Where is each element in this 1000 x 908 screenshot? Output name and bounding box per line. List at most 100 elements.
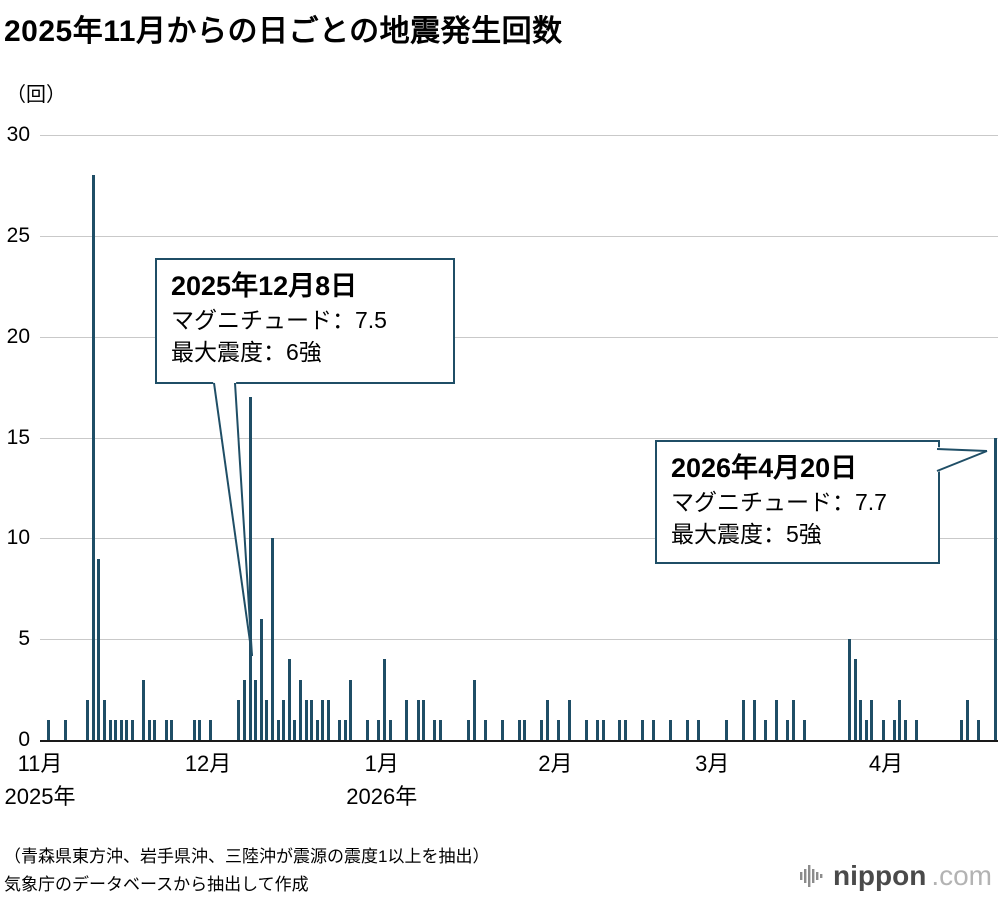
bar: [293, 719, 297, 740]
bar: [91, 175, 95, 740]
bar: [523, 719, 527, 740]
nippon-logo-text: nippon: [833, 860, 927, 891]
bar: [965, 699, 969, 740]
bar: [153, 719, 157, 740]
bar: [299, 679, 302, 740]
bar: [651, 719, 655, 740]
bar: [439, 719, 443, 740]
bar: [752, 699, 756, 740]
y-axis-labels: 0 5 10 15 20 25 30: [0, 123, 34, 751]
bar: [601, 719, 605, 740]
bar: [63, 719, 67, 740]
bar: [315, 719, 319, 740]
bar: [170, 719, 174, 740]
bar: [97, 558, 101, 740]
bar: [696, 719, 700, 740]
bar: [327, 699, 331, 740]
bar: [254, 679, 258, 740]
gridline: [40, 336, 998, 338]
bar: [102, 699, 106, 740]
chart-title: 2025年11月からの日ごとの地震発生回数: [4, 15, 563, 48]
bar: [248, 397, 252, 740]
bar: [993, 437, 997, 740]
bar: [545, 699, 549, 740]
bar: [304, 699, 308, 740]
bar: [338, 719, 342, 740]
bar: [472, 679, 476, 740]
bar: [584, 719, 588, 740]
bar: [125, 719, 129, 740]
y-tick-label: 0: [18, 728, 30, 751]
bar: [416, 699, 420, 740]
x-axis-labels: 11月 2025年 12月 1月 2026年 2月 3月 4月: [5, 742, 998, 812]
bar: [904, 719, 908, 740]
bar: [500, 719, 504, 740]
bar: [467, 719, 471, 740]
bar: [915, 719, 919, 740]
bar: [388, 719, 392, 740]
bar: [270, 538, 274, 740]
bar: [422, 699, 426, 740]
callout-magnitude: マグニチュード：7.5: [171, 307, 387, 333]
y-tick-label: 30: [6, 123, 30, 146]
bar: [282, 699, 286, 740]
bar: [786, 719, 790, 740]
callout-dec8: 2025年12月8日 マグニチュード：7.5 最大震度：6強: [155, 258, 455, 384]
bar: [321, 699, 325, 740]
x-year-label: 2025年: [4, 784, 76, 809]
y-axis-unit-label: （回）: [6, 84, 66, 106]
callout-date: 2026年4月20日: [671, 453, 858, 483]
bar: [265, 699, 269, 740]
footnote-source-area: （青森県東方沖、岩手県沖、三陸沖が震源の震度1以上を抽出）: [4, 847, 490, 866]
bar: [567, 699, 571, 740]
gridline: [40, 538, 998, 540]
x-tick-label: 4月: [868, 751, 904, 776]
bar: [383, 659, 387, 740]
gridline: [40, 235, 998, 237]
bar: [724, 719, 728, 740]
bar: [898, 699, 902, 740]
bar: [114, 719, 118, 740]
bar: [405, 699, 409, 740]
nippon-logo-icon: [800, 865, 823, 887]
bar: [685, 719, 689, 740]
bar: [881, 719, 885, 740]
callout-date: 2025年12月8日: [171, 271, 358, 301]
bar: [310, 699, 314, 740]
callout-intensity: 最大震度：5強: [671, 521, 822, 547]
footnotes: （青森県東方沖、岩手県沖、三陸沖が震源の震度1以上を抽出） 気象庁のデータベース…: [4, 843, 489, 899]
y-tick-label: 25: [6, 223, 30, 247]
gridline: [40, 437, 998, 439]
callout-intensity: 最大震度：6強: [171, 339, 322, 365]
callout-apr20: 2026年4月20日 マグニチュード：7.7 最大震度：5強: [655, 440, 940, 564]
y-tick-label: 15: [6, 425, 30, 449]
bar: [287, 659, 291, 740]
bar: [892, 719, 896, 740]
bar: [668, 719, 672, 740]
bar: [164, 719, 168, 740]
nippon-logo: nippon .com: [798, 860, 992, 892]
bar: [198, 719, 202, 740]
bar: [960, 719, 964, 740]
bar: [618, 719, 622, 740]
bar: [237, 699, 241, 740]
bar: [539, 719, 543, 740]
bar: [640, 719, 644, 740]
x-tick-label: 3月: [695, 751, 730, 776]
bar: [46, 719, 50, 740]
bar: [775, 699, 779, 740]
bar: [242, 679, 246, 740]
bar: [623, 719, 627, 740]
bar: [119, 719, 123, 740]
bar: [517, 719, 521, 740]
x-tick-label: 1月: [364, 751, 399, 776]
bar: [192, 719, 196, 740]
y-tick-label: 5: [18, 627, 30, 651]
bar: [142, 679, 146, 740]
callout-magnitude: マグニチュード：7.7: [671, 489, 887, 515]
bar: [859, 699, 863, 740]
bar: [209, 719, 213, 740]
bar: [792, 699, 795, 740]
bar: [366, 719, 370, 740]
